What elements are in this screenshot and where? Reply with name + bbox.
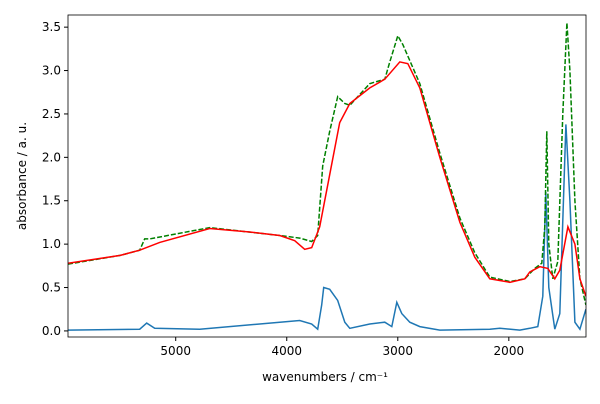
y-tick-label: 3.0	[42, 64, 61, 78]
x-tick-label: 3000	[383, 344, 414, 358]
spectrum-line	[68, 124, 586, 331]
plot-frame	[67, 14, 587, 338]
x-tick-label: 2000	[494, 344, 525, 358]
x-tick-label: 5000	[160, 344, 191, 358]
x-tick-label: 4000	[271, 344, 302, 358]
y-tick-label: 1.0	[42, 237, 61, 251]
spectrum-line	[68, 61, 586, 297]
y-tick-label: 3.5	[42, 20, 61, 34]
x-axis-label: wavenumbers / cm⁻¹	[262, 370, 388, 384]
y-tick-label: 2.5	[42, 107, 61, 121]
y-tick-label: 0.0	[42, 324, 61, 338]
y-tick-label: 2.0	[42, 150, 61, 164]
y-tick-label: 0.5	[42, 281, 61, 295]
y-axis-label: absorbance / a. u.	[15, 122, 29, 230]
spectrum-line	[68, 22, 586, 306]
y-tick-label: 1.5	[42, 194, 61, 208]
